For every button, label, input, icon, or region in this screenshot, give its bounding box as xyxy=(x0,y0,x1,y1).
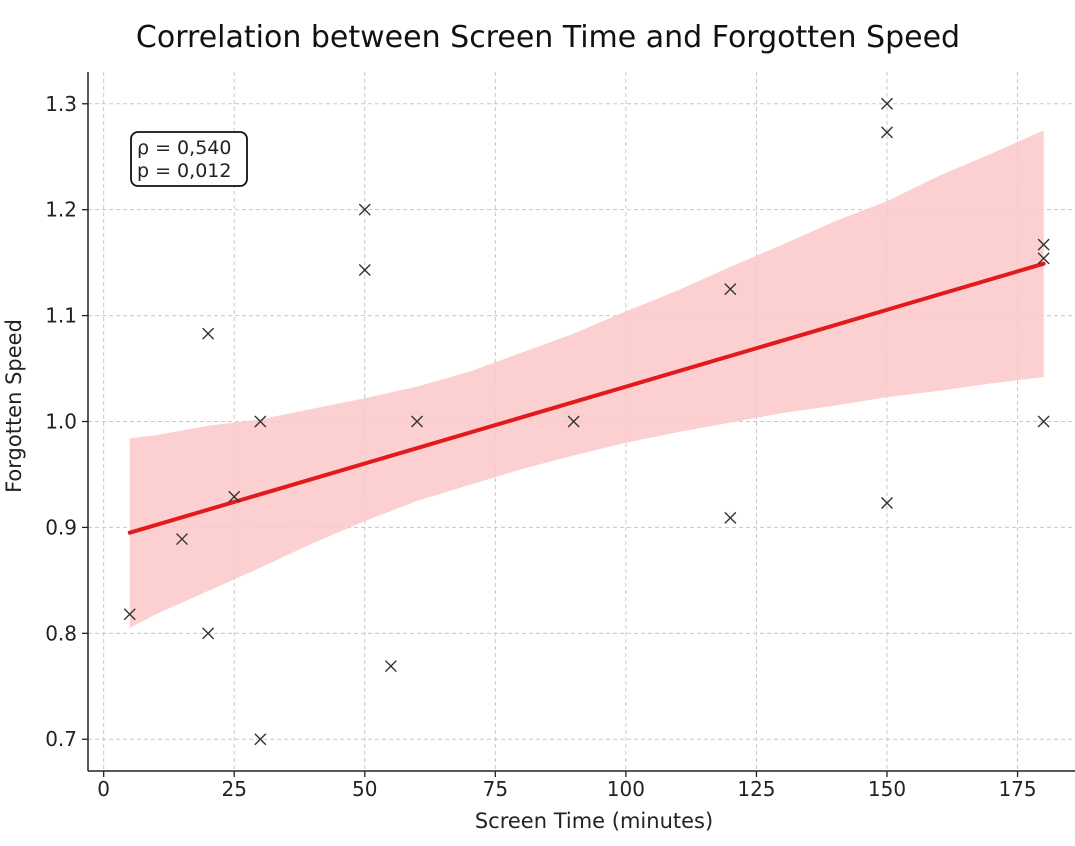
y-tick-label: 0.9 xyxy=(45,515,77,539)
data-point xyxy=(254,415,267,428)
y-tick-label: 0.7 xyxy=(45,727,77,751)
x-tick-label: 175 xyxy=(998,777,1036,801)
data-point xyxy=(254,733,267,746)
data-point xyxy=(384,660,397,673)
y-axis-ticks: 0.7 0.8 0.9 1.0 1.1 1.2 1.3 xyxy=(45,92,88,751)
data-point xyxy=(358,203,371,216)
x-tick-label: 25 xyxy=(221,777,246,801)
x-tick-label: 50 xyxy=(352,777,377,801)
annotation-frame xyxy=(130,131,248,187)
y-tick-label: 1.1 xyxy=(45,304,77,328)
data-point xyxy=(202,327,215,340)
y-axis-label: Forgotten Speed xyxy=(2,319,26,493)
regression-line-layer xyxy=(127,261,1046,535)
data-point xyxy=(228,490,241,503)
y-tick-label: 1.0 xyxy=(45,410,77,434)
p-value-text: p = 0,012 xyxy=(137,160,231,182)
data-point xyxy=(123,608,136,621)
correlation-annotation: ρ = 0,540 p = 0,012 xyxy=(130,131,248,187)
regression-line xyxy=(127,261,1046,535)
y-tick-label: 1.2 xyxy=(45,198,77,222)
x-axis-ticks: 0 25 50 75 100 125 150 175 xyxy=(97,771,1037,801)
data-point xyxy=(567,415,580,428)
data-points xyxy=(123,97,1050,746)
confidence-band xyxy=(129,130,1044,629)
data-point xyxy=(176,533,188,546)
data-point xyxy=(411,415,423,428)
confidence-band-layer xyxy=(129,130,1044,629)
x-tick-label: 75 xyxy=(483,777,508,801)
data-point xyxy=(724,283,737,296)
y-tick-label: 1.3 xyxy=(45,92,77,116)
x-axis-label: Screen Time (minutes) xyxy=(475,809,713,833)
x-tick-label: 125 xyxy=(737,777,775,801)
x-tick-label: 150 xyxy=(868,777,906,801)
data-point xyxy=(1037,415,1050,428)
data-point xyxy=(1037,238,1050,251)
data-point xyxy=(358,264,371,277)
data-point xyxy=(881,126,893,139)
y-tick-label: 0.8 xyxy=(45,621,77,645)
data-point xyxy=(202,627,215,640)
chart-title: Correlation between Screen Time and Forg… xyxy=(136,20,960,55)
x-tick-label: 100 xyxy=(607,777,645,801)
data-point xyxy=(881,497,893,510)
x-tick-label: 0 xyxy=(97,777,110,801)
rho-text: ρ = 0,540 xyxy=(137,137,231,159)
data-point xyxy=(881,97,893,110)
data-point xyxy=(724,511,737,524)
data-point xyxy=(1037,252,1050,265)
